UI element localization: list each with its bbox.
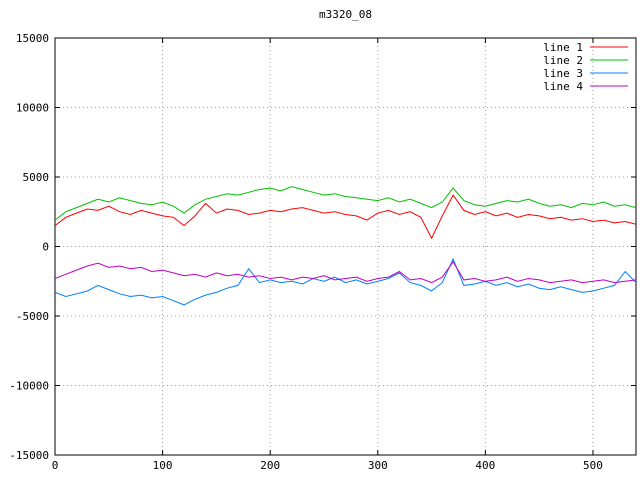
x-tick-label: 200	[260, 459, 280, 472]
series-line-2	[54, 186, 637, 221]
legend-label: line 2	[543, 54, 583, 67]
y-tick-label: 0	[42, 241, 49, 254]
y-tick-label: 5000	[23, 171, 50, 184]
y-tick-label: 10000	[16, 102, 49, 115]
series-line-4	[54, 260, 637, 284]
x-tick-label: 400	[475, 459, 495, 472]
y-tick-label: -5000	[16, 310, 49, 323]
legend-label: line 4	[543, 80, 583, 93]
x-tick-label: 300	[368, 459, 388, 472]
chart-title: m3320_08	[319, 8, 372, 21]
x-tick-label: 100	[153, 459, 173, 472]
legend-label: line 3	[543, 67, 583, 80]
series-line-3	[54, 257, 637, 306]
y-tick-label: -10000	[9, 380, 49, 393]
legend-label: line 1	[543, 41, 583, 54]
x-tick-label: 500	[583, 459, 603, 472]
y-tick-label: 15000	[16, 32, 49, 45]
series-line-1	[54, 194, 637, 240]
y-tick-label: -15000	[9, 449, 49, 462]
x-tick-label: 0	[52, 459, 59, 472]
plot-border	[54, 37, 637, 456]
